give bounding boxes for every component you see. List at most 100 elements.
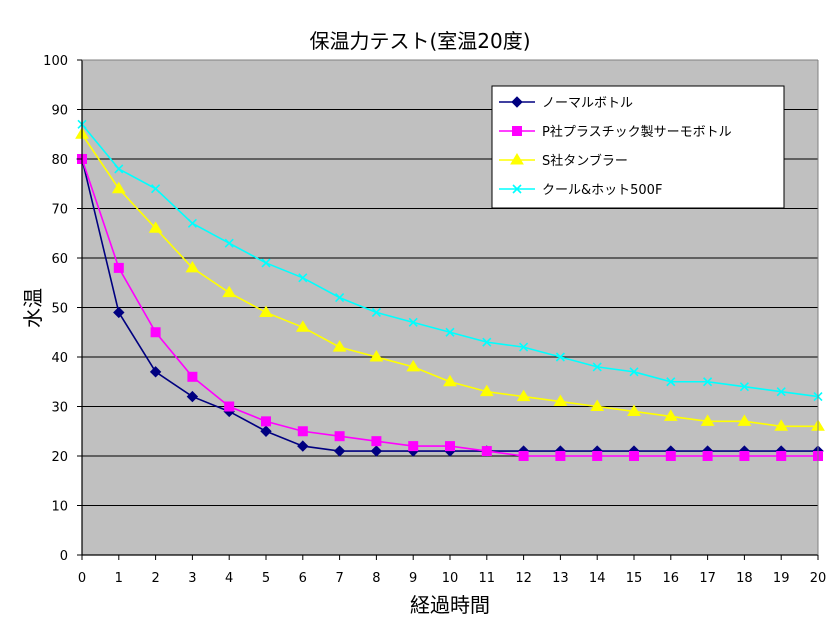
data-point: [445, 441, 455, 452]
y-tick-label: 0: [60, 549, 68, 564]
x-tick-label: 18: [736, 571, 753, 586]
data-point: [627, 404, 641, 416]
data-point: [408, 441, 419, 452]
y-tick-label: 10: [51, 500, 68, 515]
y-tick-label: 60: [51, 252, 68, 267]
data-point: [408, 317, 418, 327]
data-point: [224, 238, 234, 248]
x-tick-label: 11: [479, 571, 496, 586]
data-point: [516, 389, 531, 402]
data-point: [187, 218, 197, 228]
data-point: [479, 384, 494, 397]
x-tick-label: 8: [372, 571, 380, 586]
data-point: [297, 440, 309, 452]
data-point: [776, 387, 786, 397]
data-point: [739, 382, 749, 392]
data-point: [629, 367, 639, 377]
legend-label: P社プラスチック製サーモボトル: [542, 124, 732, 140]
data-point: [445, 327, 455, 337]
data-point: [739, 451, 750, 461]
x-tick-label: 20: [810, 571, 827, 586]
x-tick-label: 5: [262, 571, 270, 586]
data-point: [333, 445, 346, 457]
data-point: [555, 451, 566, 461]
data-point: [260, 425, 272, 437]
data-point: [114, 164, 124, 174]
data-point: [371, 307, 381, 318]
data-point: [592, 451, 603, 461]
data-point: [553, 394, 568, 407]
data-point: [335, 293, 345, 303]
data-point: [148, 221, 163, 233]
x-tick-label: 7: [335, 571, 343, 586]
data-point: [629, 451, 639, 461]
y-tick-label: 40: [51, 351, 68, 366]
legend-label: S社タンブラー: [542, 153, 628, 169]
x-tick-label: 6: [299, 571, 307, 586]
data-point: [737, 414, 752, 426]
x-tick-label: 16: [663, 571, 680, 586]
x-tick-label: 14: [589, 571, 606, 586]
data-point: [406, 359, 421, 372]
legend-item-4: クール&ホット500F: [499, 183, 662, 198]
data-point: [297, 426, 308, 437]
data-point: [519, 342, 529, 352]
data-point: [371, 436, 382, 447]
x-tick-label: 15: [626, 571, 643, 586]
x-tick-label: 13: [552, 571, 569, 586]
x-tick-label: 12: [515, 571, 532, 586]
x-tick-label: 17: [699, 571, 716, 586]
x-tick-label: 10: [442, 571, 459, 586]
legend-box: [491, 85, 785, 209]
legend-item-1: ノーマルボトル: [499, 96, 633, 111]
legend-label: クール&ホット500F: [542, 183, 662, 198]
x-tick-label: 2: [151, 571, 159, 586]
data-point: [702, 451, 713, 461]
data-point: [590, 399, 605, 411]
data-point: [111, 181, 126, 194]
data-point: [666, 377, 676, 387]
data-point: [150, 327, 161, 338]
data-point: [185, 260, 200, 273]
data-point: [151, 184, 161, 194]
data-point: [186, 390, 199, 403]
y-tick-label: 100: [43, 54, 68, 69]
x-tick-label: 4: [225, 571, 233, 586]
x-tick-label: 3: [188, 571, 196, 586]
data-point: [298, 273, 308, 283]
chart-title: 保温力テスト(室温20度): [309, 29, 530, 53]
data-point: [369, 350, 384, 362]
data-point: [518, 451, 529, 461]
data-point: [482, 337, 492, 347]
data-point: [332, 340, 347, 352]
data-point: [592, 362, 602, 372]
legend-label: ノーマルボトル: [542, 96, 633, 111]
x-tick-label: 0: [78, 571, 86, 586]
data-point: [555, 352, 565, 362]
series-4: [77, 119, 823, 402]
data-point: [261, 416, 271, 427]
legend-marker: [511, 96, 523, 108]
data-point: [149, 366, 162, 378]
data-point: [774, 419, 789, 431]
data-point: [703, 377, 713, 387]
y-axis-title: 水温: [21, 288, 45, 328]
data-point: [113, 306, 125, 319]
y-tick-label: 50: [51, 302, 68, 317]
data-point: [663, 409, 678, 421]
y-tick-label: 70: [51, 203, 68, 218]
data-point: [259, 305, 273, 317]
data-point: [113, 262, 124, 273]
data-point: [224, 401, 235, 412]
data-point: [481, 446, 492, 457]
data-point: [776, 451, 787, 461]
legend-item-2: P社プラスチック製サーモボトル: [499, 124, 732, 140]
y-tick-label: 30: [51, 401, 68, 416]
legend-marker: [512, 184, 522, 194]
data-point: [665, 451, 676, 461]
y-tick-label: 20: [51, 450, 68, 465]
